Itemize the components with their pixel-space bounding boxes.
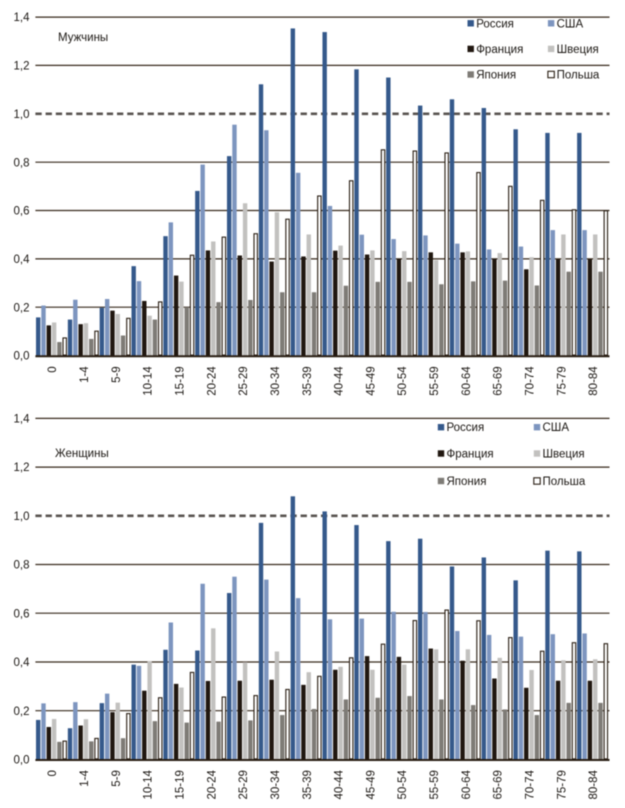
svg-text:55-59: 55-59 — [429, 366, 441, 395]
svg-text:75-79: 75-79 — [556, 770, 568, 799]
svg-text:1-4: 1-4 — [79, 769, 91, 786]
svg-text:Швеция: Швеция — [557, 44, 599, 56]
svg-text:5-9: 5-9 — [111, 366, 123, 383]
svg-text:0,2: 0,2 — [14, 302, 30, 314]
svg-text:Россия: Россия — [447, 422, 485, 434]
svg-text:5-9: 5-9 — [111, 770, 123, 787]
svg-text:60-64: 60-64 — [461, 770, 473, 800]
svg-text:Франция: Франция — [447, 449, 494, 461]
svg-text:45-49: 45-49 — [365, 366, 377, 395]
svg-text:70-74: 70-74 — [525, 366, 537, 396]
svg-text:50-54: 50-54 — [397, 770, 409, 800]
svg-text:1,4: 1,4 — [14, 414, 31, 426]
svg-text:15-19: 15-19 — [174, 366, 186, 395]
svg-text:0,0: 0,0 — [14, 351, 30, 363]
svg-text:80-84: 80-84 — [588, 366, 600, 396]
svg-text:1,2: 1,2 — [14, 462, 30, 474]
svg-text:0: 0 — [47, 770, 59, 776]
svg-text:10-14: 10-14 — [143, 366, 155, 396]
svg-text:60-64: 60-64 — [461, 366, 473, 396]
svg-text:0,0: 0,0 — [14, 755, 30, 767]
svg-text:80-84: 80-84 — [588, 770, 600, 800]
svg-text:0,8: 0,8 — [14, 157, 30, 169]
svg-text:1,0: 1,0 — [14, 511, 30, 523]
svg-text:70-74: 70-74 — [525, 770, 537, 800]
svg-text:0,4: 0,4 — [14, 657, 31, 669]
svg-text:Швеция: Швеция — [543, 449, 585, 461]
svg-text:Польша: Польша — [557, 70, 600, 82]
svg-text:США: США — [557, 18, 584, 30]
svg-text:0,8: 0,8 — [14, 560, 30, 572]
svg-text:США: США — [543, 422, 570, 434]
svg-text:40-44: 40-44 — [334, 366, 346, 396]
svg-text:10-14: 10-14 — [143, 770, 155, 800]
svg-text:Франция: Франция — [476, 44, 523, 56]
svg-text:1-4: 1-4 — [79, 366, 91, 383]
svg-text:0,2: 0,2 — [14, 706, 30, 718]
svg-text:40-44: 40-44 — [334, 770, 346, 800]
svg-text:65-69: 65-69 — [493, 770, 505, 799]
svg-text:0: 0 — [47, 366, 59, 372]
svg-text:1,2: 1,2 — [14, 61, 30, 73]
svg-text:20-24: 20-24 — [206, 366, 218, 396]
svg-text:20-24: 20-24 — [206, 770, 218, 800]
svg-text:75-79: 75-79 — [556, 366, 568, 395]
svg-text:35-39: 35-39 — [302, 770, 314, 799]
svg-text:35-39: 35-39 — [302, 366, 314, 395]
svg-text:1,0: 1,0 — [14, 109, 30, 121]
svg-text:Япония: Япония — [476, 70, 516, 82]
svg-text:55-59: 55-59 — [429, 770, 441, 799]
svg-text:0,6: 0,6 — [14, 206, 30, 218]
svg-text:25-29: 25-29 — [238, 366, 250, 395]
svg-text:Япония: Япония — [447, 476, 487, 488]
svg-text:Польша: Польша — [543, 476, 586, 488]
svg-text:25-29: 25-29 — [238, 770, 250, 799]
svg-text:15-19: 15-19 — [174, 770, 186, 799]
svg-text:Мужчины: Мужчины — [58, 32, 108, 44]
svg-text:30-34: 30-34 — [270, 366, 282, 396]
svg-text:45-49: 45-49 — [365, 770, 377, 799]
svg-text:65-69: 65-69 — [493, 366, 505, 395]
svg-text:1,4: 1,4 — [14, 12, 31, 24]
svg-text:Женщины: Женщины — [55, 448, 109, 460]
svg-text:0,4: 0,4 — [14, 254, 31, 266]
svg-text:0,6: 0,6 — [14, 608, 30, 620]
svg-text:Россия: Россия — [476, 18, 514, 30]
svg-text:50-54: 50-54 — [397, 366, 409, 396]
svg-text:30-34: 30-34 — [270, 770, 282, 800]
